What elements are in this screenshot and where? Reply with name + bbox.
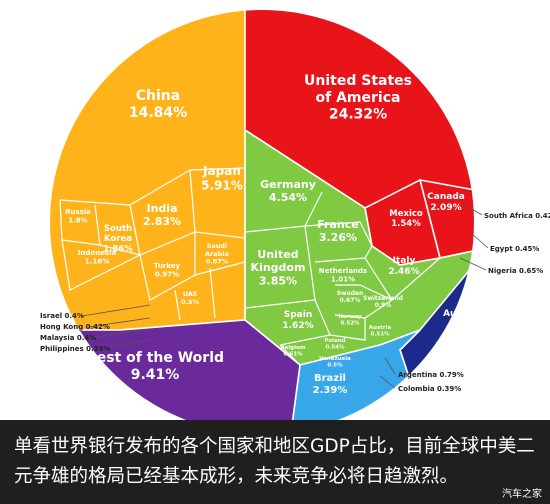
region-label-switzerland: Switzerland 0.9% <box>363 295 403 309</box>
callout-malaysia <box>87 328 151 339</box>
callout-hong-kong <box>87 317 151 328</box>
external-label-colombia: Colombia 0.39% <box>398 385 461 393</box>
region-label-italy: Italy 2.46% <box>388 256 419 277</box>
region-label-korea: South Korea 1.86% <box>103 224 133 254</box>
region-label-uae: UAE 0.5% <box>181 290 200 306</box>
caption-band: 单看世界银行发布的各个国家和地区GDP占比，目前全球中美二元争雄的格局已经基本成… <box>0 420 550 504</box>
region-label-spain: Spain 1.62% <box>282 310 313 331</box>
region-label-belgium: Belgium 0.61% <box>280 345 306 358</box>
region-label-usa: United States of America 24.32% <box>304 73 412 123</box>
region-label-turkey: Turkey 0.97% <box>154 262 181 278</box>
region-label-sweden: Sweden 0.67% <box>337 290 364 304</box>
cell-border-saudi <box>194 261 246 276</box>
external-label-israel: Israel 0.4% <box>40 312 84 320</box>
region-label-netherlands: Netherlands 1.01% <box>319 267 367 283</box>
external-label-philippines: Philippines 0.39% <box>40 345 110 353</box>
region-label-canada: Canada 2.09% <box>427 192 465 213</box>
callout-colombia <box>379 375 396 389</box>
region-label-japan: Japan 5.91% <box>201 164 243 192</box>
region-africa <box>466 173 474 302</box>
cell-border-turkey <box>139 232 196 301</box>
external-label-malaysia: Malaysia 0.4% <box>40 334 96 342</box>
region-label-venezuela: Venezuela 0.5% <box>319 356 351 369</box>
callout-israel <box>81 304 151 317</box>
cell-border-china <box>59 167 246 206</box>
region-label-norway: Norway 0.52% <box>338 314 362 327</box>
caption-text: 单看世界银行发布的各个国家和地区GDP占比，目前全球中美二元争雄的格局已经基本成… <box>14 436 535 487</box>
region-label-poland: Poland 0.54% <box>324 338 345 351</box>
callout-south-africa <box>464 204 483 216</box>
watermark-text: 汽车之家 <box>502 489 542 500</box>
callout-egypt <box>469 231 489 249</box>
region-label-china: China 14.84% <box>129 88 187 121</box>
cell-border-uae <box>174 267 216 321</box>
region-label-austria: Austria 0.51% <box>369 325 392 338</box>
region-label-mexico: Mexico 1.54% <box>389 209 423 229</box>
region-label-australia: Australia 1.81% <box>443 309 489 330</box>
cell-border-france <box>304 221 373 247</box>
external-label-egypt: Egypt 0.45% <box>490 245 539 253</box>
callout-argentina <box>384 357 396 375</box>
region-label-uk: United Kingdom 3.85% <box>251 248 306 287</box>
region-label-brazil: Brazil 2.39% <box>313 373 348 396</box>
region-label-france: France 3.26% <box>317 218 358 244</box>
cell-border-belgium <box>279 344 301 366</box>
region-label-indonesia: Indonesia 1.16% <box>78 249 117 265</box>
cell-border-sweden <box>335 284 393 301</box>
cell-border-poland <box>329 318 366 341</box>
external-label-hong-kong: Hong Kong 0.42% <box>40 323 110 331</box>
external-label-south-africa: South Africa 0.42% <box>484 212 550 220</box>
external-label-nigeria: Nigeria 0.65% <box>488 267 543 275</box>
callout-nigeria <box>459 257 487 271</box>
region-label-india: India 2.83% <box>143 202 181 228</box>
cell-border-indonesia <box>61 239 141 291</box>
region-label-russia: Russia 1.8% <box>65 208 91 224</box>
gdp-voronoi-chart: United States of America 24.32% China 14.84%… <box>40 10 550 420</box>
region-label-rest: Rest of the World 9.41% <box>86 350 224 383</box>
region-label-saudi: Saudi Arabia 0.87% <box>205 242 229 266</box>
callout-philippines <box>91 339 151 350</box>
region-label-germany: Germany 4.54% <box>260 178 316 204</box>
external-label-argentina: Argentina 0.79% <box>398 371 464 379</box>
